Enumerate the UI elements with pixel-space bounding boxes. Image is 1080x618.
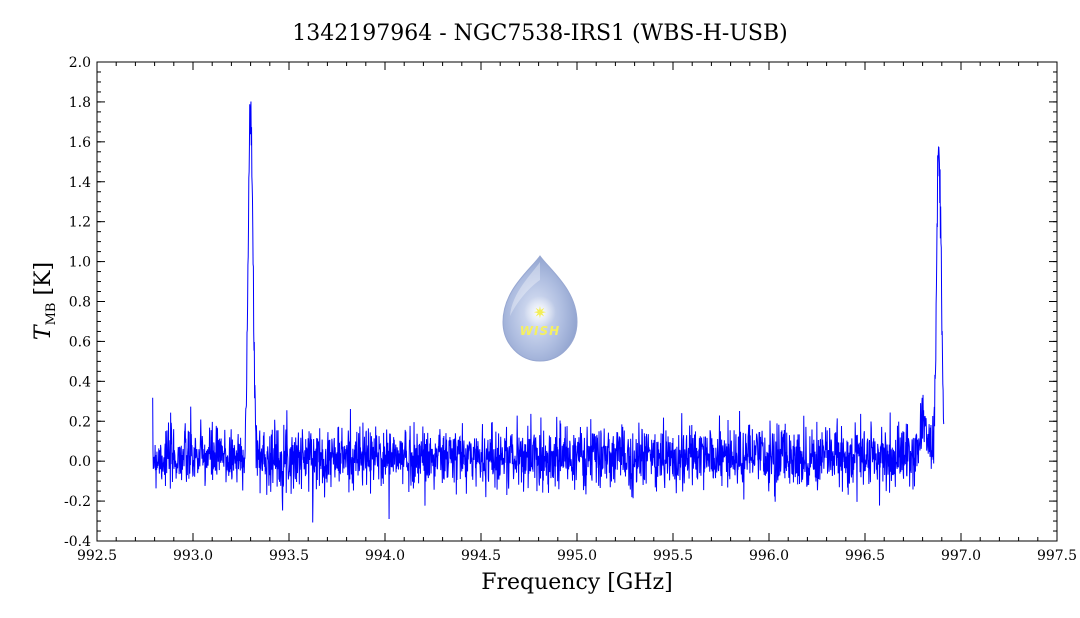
x-tick-label: 996.5: [845, 548, 885, 564]
x-tick-label: 994.5: [461, 548, 501, 564]
x-tick-label: 994.0: [365, 548, 405, 564]
svg-text:TMB [K]: TMB [K]: [31, 262, 59, 340]
y-tick-label: 0.2: [69, 414, 91, 430]
y-tick-label: 0.4: [69, 374, 91, 390]
y-tick-label: 0.6: [69, 334, 91, 350]
series-layer: [152, 101, 945, 523]
x-axis-label: Frequency [GHz]: [481, 570, 673, 595]
y-tick-label: 0.8: [69, 295, 91, 311]
y-tick-label: 1.6: [69, 135, 91, 151]
x-tick-label: 997.5: [1037, 548, 1077, 564]
logo-text: WISH: [520, 324, 560, 338]
x-tick-label: 995.5: [653, 548, 693, 564]
y-axis-label-unit: [K]: [31, 262, 56, 303]
y-tick-label: 0.0: [69, 454, 91, 470]
y-tick-label: 1.0: [69, 255, 91, 271]
chart-title: 1342197964 - NGC7538-IRS1 (WBS-H-USB): [292, 21, 787, 46]
axes-layer: 992.5 993.0 993.5 994.0 994.5 995.0 995.5 996.0…: [64, 55, 1077, 564]
x-tick-label: 995.0: [557, 548, 597, 564]
y-tick-label: 1.4: [69, 175, 91, 191]
y-axis-label-subscript: MB: [44, 303, 59, 326]
wish-logo: ✷ WISH: [502, 255, 578, 362]
labels-layer: Frequency [GHz] TMB [K]: [31, 262, 673, 595]
y-tick-label: -0.4: [64, 534, 91, 550]
spectrum-line: [152, 101, 945, 523]
x-tick-label: 993.5: [269, 548, 309, 564]
y-tick-label: -0.2: [64, 494, 91, 510]
y-axis-label-symbol: T: [31, 323, 56, 340]
y-tick-label: 2.0: [69, 55, 91, 71]
y-axis-label: TMB [K]: [31, 262, 59, 340]
y-tick-label: 1.8: [69, 95, 91, 111]
x-tick-label: 997.0: [941, 548, 981, 564]
y-tick-label: 1.2: [69, 215, 91, 231]
x-tick-label: 993.0: [173, 548, 213, 564]
star-icon: ✷: [533, 303, 546, 322]
x-tick-label: 992.5: [77, 548, 117, 564]
x-tick-label: 996.0: [749, 548, 789, 564]
